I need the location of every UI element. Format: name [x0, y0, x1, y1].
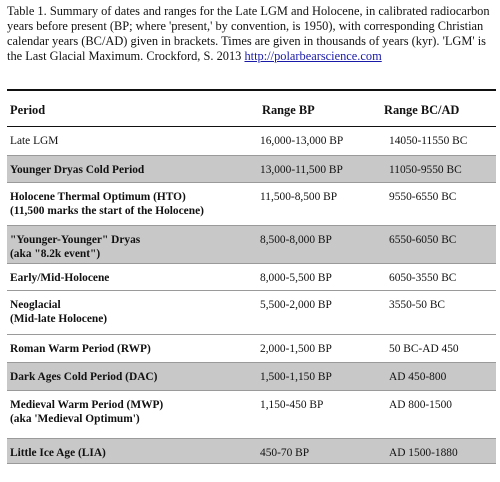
- header-range-bp: Range BP: [262, 103, 315, 117]
- table-row: Holocene Thermal Optimum (HTO) (11,500 ma…: [7, 183, 496, 226]
- range-bc-ad-value: 3550-50 BC: [389, 299, 446, 311]
- table-row: Roman Warm Period (RWP) 2,000-1,500 BP 50 …: [7, 335, 496, 363]
- range-bc-ad-value: AD 1500-1880: [389, 447, 458, 459]
- caption-text: Table 1. Summary of dates and ranges for…: [7, 4, 490, 63]
- period-name: Dark Ages Cold Period (DAC): [10, 370, 157, 384]
- header-period: Period: [10, 103, 46, 117]
- period-note: (Mid-late Holocene): [10, 313, 108, 325]
- range-bp-value: 16,000-13,000 BP: [260, 135, 344, 147]
- row-divider: [7, 390, 496, 391]
- period-label: Roman Warm Period (RWP): [10, 343, 151, 355]
- range-bp-value: 2,000-1,500 BP: [260, 343, 332, 355]
- table-row: Medieval Warm Period (MWP) (aka 'Medieval…: [7, 391, 496, 439]
- range-bp-value: 8,500-8,000 BP: [260, 234, 332, 246]
- row-divider: [7, 225, 496, 226]
- period-name: Younger Dryas Cold Period: [10, 163, 144, 177]
- period-label: Younger Dryas Cold Period: [10, 164, 145, 176]
- row-divider: [7, 438, 496, 439]
- range-bc-ad-value: AD 800-1500: [389, 399, 452, 411]
- period-label: Dark Ages Cold Period (DAC): [10, 371, 158, 383]
- period-label: Medieval Warm Period (MWP): [10, 399, 164, 411]
- row-divider: [7, 334, 496, 335]
- table-row: Little Ice Age (LIA) 450-70 BP AD 1500-188…: [7, 439, 496, 464]
- period-name: Holocene Thermal Optimum (HTO) (11,500 ma…: [10, 190, 204, 218]
- period-name: Early/Mid-Holocene: [10, 271, 109, 285]
- range-bp-value: 5,500-2,000 BP: [260, 299, 332, 311]
- table-caption: Table 1. Summary of dates and ranges for…: [7, 4, 495, 64]
- period-label: Little Ice Age (LIA): [10, 447, 106, 459]
- row-divider: [7, 362, 496, 363]
- row-divider: [7, 463, 496, 464]
- period-note: (aka "8.2k event"): [10, 248, 101, 260]
- range-bp-value: 1,500-1,150 BP: [260, 371, 332, 383]
- source-link[interactable]: http://polarbearscience.com: [244, 49, 382, 63]
- range-bc-ad-value: 14050-11550 BC: [389, 135, 468, 147]
- range-bc-ad-value: 50 BC-AD 450: [389, 343, 459, 355]
- range-bc-ad-value: 6050-3550 BC: [389, 272, 457, 284]
- range-bc-ad-value: AD 450-800: [389, 371, 447, 383]
- table-row: "Younger-Younger" Dryas (aka "8.2k event"…: [7, 226, 496, 264]
- range-bp-value: 8,000-5,500 BP: [260, 272, 332, 284]
- table-top-rule: [7, 89, 496, 91]
- period-name: Little Ice Age (LIA): [10, 446, 106, 460]
- period-note: (aka 'Medieval Optimum'): [10, 413, 140, 425]
- table-row: Late LGM 16,000-13,000 BP 14050-11550 BC: [7, 127, 496, 156]
- period-name: Late LGM: [10, 134, 58, 148]
- period-label: Neoglacial: [10, 299, 61, 311]
- header-range-bc-ad: Range BC/AD: [384, 103, 460, 117]
- range-bp-value: 450-70 BP: [260, 447, 310, 459]
- table-row: Dark Ages Cold Period (DAC) 1,500-1,150 B…: [7, 363, 496, 391]
- range-bc-ad-value: 6550-6050 BC: [389, 234, 457, 246]
- range-bp-value: 1,150-450 BP: [260, 399, 324, 411]
- period-name: Neoglacial (Mid-late Holocene): [10, 298, 107, 326]
- period-name: Medieval Warm Period (MWP) (aka 'Medieval…: [10, 398, 163, 426]
- row-divider: [7, 263, 496, 264]
- range-bc-ad-value: 11050-9550 BC: [389, 164, 462, 176]
- period-label: Holocene Thermal Optimum (HTO): [10, 191, 186, 203]
- period-label: Early/Mid-Holocene: [10, 272, 110, 284]
- table-row: Neoglacial (Mid-late Holocene) 5,500-2,000…: [7, 291, 496, 335]
- range-bp-value: 11,500-8,500 BP: [260, 191, 338, 203]
- range-bp-value: 13,000-11,500 BP: [260, 164, 343, 176]
- header-rule: [7, 126, 496, 127]
- table-row: Younger Dryas Cold Period 13,000-11,500 B…: [7, 156, 496, 183]
- row-divider: [7, 155, 496, 156]
- table-row: Early/Mid-Holocene 8,000-5,500 BP 6050-355…: [7, 264, 496, 291]
- row-divider: [7, 290, 496, 291]
- period-label: "Younger-Younger" Dryas: [10, 234, 141, 246]
- period-name: "Younger-Younger" Dryas (aka "8.2k event"…: [10, 233, 140, 261]
- period-label: Late LGM: [10, 135, 59, 147]
- period-note: (11,500 marks the start of the Holocene): [10, 205, 204, 217]
- row-divider: [7, 182, 496, 183]
- range-bc-ad-value: 9550-6550 BC: [389, 191, 457, 203]
- period-name: Roman Warm Period (RWP): [10, 342, 151, 356]
